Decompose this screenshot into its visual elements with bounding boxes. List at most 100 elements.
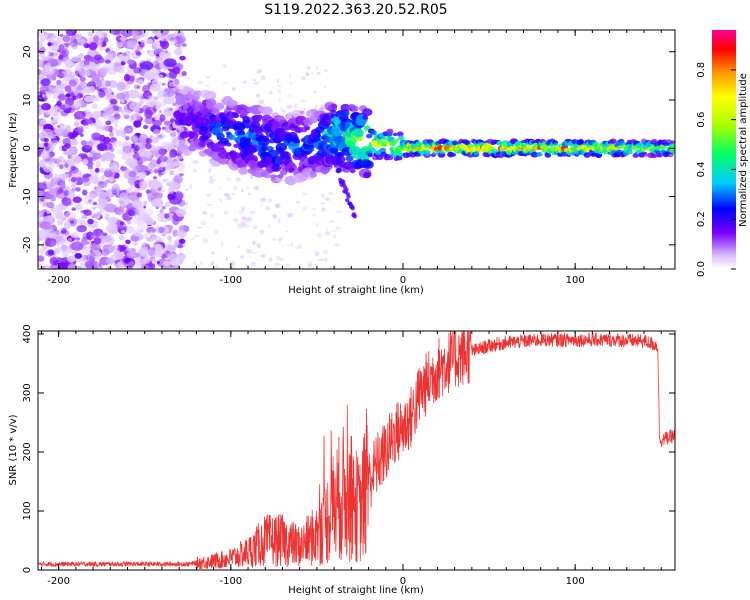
heatmap-cell: [386, 128, 394, 134]
heatmap-cell: [52, 208, 59, 216]
heatmap-cell: [129, 101, 141, 111]
heatmap-cell: [113, 114, 121, 120]
heatmap-cell: [65, 174, 70, 178]
heatmap-cell: [87, 31, 93, 37]
heatmap-cell: [172, 157, 180, 166]
heatmap-cell: [59, 164, 64, 170]
heatmap-cell: [100, 76, 105, 81]
heatmap-cell: [119, 211, 124, 216]
heatmap-cell: [158, 172, 162, 177]
heatmap-cell: [136, 85, 140, 89]
heatmap-cell: [93, 35, 100, 43]
heatmap-cell: [256, 243, 262, 249]
heatmap-cell: [106, 50, 114, 56]
heatmap-cell: [231, 192, 235, 196]
heatmap-cell: [184, 195, 187, 198]
heatmap-cell: [168, 92, 177, 100]
heatmap-cell: [231, 261, 236, 267]
heatmap-cell: [609, 138, 617, 144]
heatmap-cell: [76, 84, 82, 91]
heatmap-cell: [90, 251, 96, 258]
heatmap-cell: [97, 191, 108, 200]
heatmap-cell: [83, 141, 94, 150]
heatmap-cell: [644, 153, 649, 157]
heatmap-cell: [243, 224, 250, 229]
heatmap-cell: [135, 51, 142, 56]
heatmap-cell: [102, 232, 108, 236]
heatmap-cell: [121, 109, 132, 116]
heatmap-cell: [143, 205, 146, 209]
heatmap-cell: [159, 225, 169, 234]
heatmap-cell: [41, 103, 51, 111]
heatmap-cell: [106, 188, 113, 197]
heatmap-cell: [249, 144, 260, 153]
heatmap-cell: [154, 192, 163, 199]
heatmap-cell: [114, 123, 119, 128]
heatmap-cell: [167, 187, 174, 194]
heatmap-cell: [218, 187, 221, 190]
heatmap-cell: [392, 132, 398, 137]
heatmap-cell: [367, 153, 373, 158]
heatmap-cell: [352, 214, 357, 219]
colorbar-ticks: 0.0 0.2 0.4 0.6 0.8: [696, 62, 736, 277]
heatmap-cell: [167, 193, 173, 201]
heatmap-cell: [290, 242, 294, 246]
heatmap-cell: [313, 90, 317, 94]
heatmap-cell: [337, 168, 342, 173]
heatmap-cell: [320, 202, 326, 205]
heatmap-cell: [95, 41, 103, 47]
heatmap-cell: [167, 252, 175, 259]
heatmap-cell: [238, 210, 243, 216]
heatmap-cell: [151, 198, 164, 208]
heatmap-cell: [105, 120, 112, 126]
heatmap-cell: [156, 260, 160, 265]
heatmap-cell: [126, 39, 138, 49]
heatmap-cell: [91, 103, 99, 110]
snr-x-label: Height of straight line (km): [288, 585, 424, 596]
heatmap-cell: [252, 225, 258, 230]
heatmap-cell: [257, 68, 263, 73]
heatmap-cell: [202, 131, 212, 139]
heatmap-cell: [247, 216, 253, 222]
heatmap-cell: [125, 239, 131, 245]
heatmap-cell: [38, 30, 46, 38]
heatmap-cell: [84, 95, 95, 103]
heatmap-cell: [109, 30, 121, 36]
heatmap-cell: [64, 211, 77, 220]
heatmap-cell: [121, 90, 130, 101]
heatmap-cell: [312, 213, 316, 217]
heatmap-cell: [56, 79, 62, 86]
heatmap-cell: [314, 104, 317, 109]
heatmap-cell: [62, 34, 71, 43]
heatmap-cell: [42, 65, 56, 76]
heatmap-cell: [38, 58, 44, 68]
heatmap-cell: [87, 119, 92, 124]
heatmap-cell: [172, 253, 178, 259]
heatmap-cell: [670, 140, 675, 144]
heatmap-cell: [104, 168, 117, 178]
heatmap-cell: [53, 51, 59, 56]
heatmap-cell: [56, 157, 65, 163]
heatmap-cell: [240, 254, 244, 260]
heatmap-cell: [319, 107, 325, 112]
heatmap-cell: [301, 76, 306, 81]
heatmap-cell: [374, 143, 381, 148]
heatmap-cell: [71, 169, 83, 179]
heatmap-cell: [97, 180, 107, 188]
heatmap-cell: [87, 218, 94, 225]
heatmap-cell: [256, 114, 263, 119]
heatmap-cell: [151, 145, 158, 151]
heatmap-cell: [177, 37, 184, 44]
heatmap-cell: [193, 90, 203, 98]
heatmap-cell: [531, 140, 536, 144]
heatmap-cell: [324, 69, 328, 72]
heatmap-cell: [175, 208, 187, 217]
heatmap-cell: [172, 66, 181, 75]
heatmap-cell: [41, 266, 46, 269]
heatmap-cell: [176, 230, 187, 238]
heatmap-cell: [113, 112, 120, 118]
heatmap-cell: [324, 257, 328, 262]
heatmap-cell: [182, 244, 188, 247]
heatmap-cell: [49, 256, 59, 266]
heatmap-cell: [263, 173, 271, 179]
